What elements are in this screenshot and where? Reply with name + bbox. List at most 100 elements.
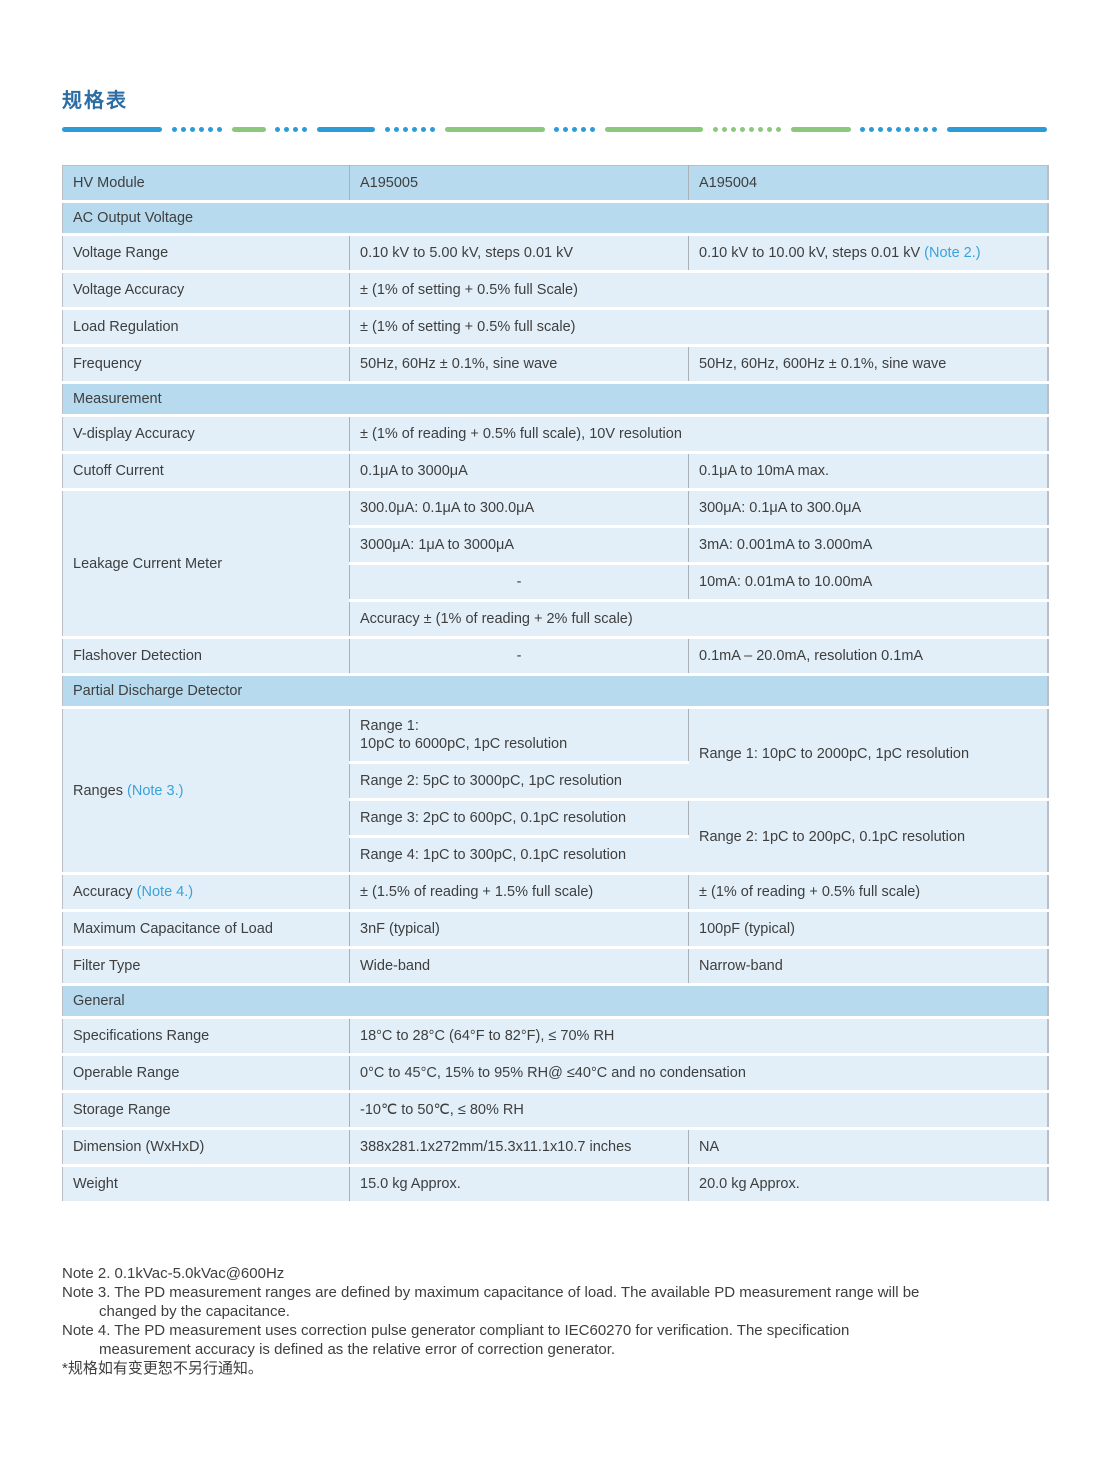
table-row: Range 2: 5pC to 3000pC, 1pC resolution: [63, 762, 1048, 801]
cell-value: 15.0 kg Approx.: [349, 1165, 689, 1204]
divider-dash: [62, 126, 162, 132]
row-label: Voltage Accuracy: [62, 271, 350, 310]
row-label: Specifications Range: [62, 1017, 350, 1056]
note-line: measurement accuracy is defined as the r…: [99, 1341, 616, 1358]
table-row: Range 4: 1pC to 300pC, 0.1pC resolution: [63, 836, 1048, 875]
section-row: Measurement: [62, 382, 1048, 417]
cell-value: Accuracy ± (1% of reading + 2% full scal…: [349, 600, 1048, 639]
cell-value: 50Hz, 60Hz ± 0.1%, sine wave: [349, 345, 689, 384]
note-line: Note 3. The PD measurement ranges are de…: [62, 1284, 920, 1301]
section-row: Partial Discharge Detector: [62, 674, 1048, 709]
cell-value: 0.1mA – 20.0mA, resolution 0.1mA: [688, 637, 1048, 676]
table-row: Operable Range 0°C to 45°C, 15% to 95% RH…: [62, 1054, 1048, 1093]
divider-dots: [554, 126, 596, 132]
cell-value: 18°C to 28°C (64°F to 82°F), ≤ 70% RH: [349, 1017, 1048, 1056]
cell-value: 3000μA: 1μA to 3000μA: [349, 526, 689, 565]
note-link[interactable]: (Note 2.): [924, 245, 981, 261]
row-label: Ranges (Note 3.): [62, 707, 350, 875]
cell-value: ± (1% of setting + 0.5% full scale): [349, 308, 1048, 347]
note-item: Note 4. The PD measurement uses correcti…: [62, 1321, 962, 1359]
table-row: Load Regulation ± (1% of setting + 0.5% f…: [62, 308, 1048, 347]
cell-value: -: [349, 563, 689, 602]
row-label: Dimension (WxHxD): [62, 1128, 350, 1167]
spec-table: HV Module A195005 A195004 AC Output Voltage…: [62, 165, 1049, 1204]
note-line: Note 2. 0.1kVac-5.0kVac@600Hz: [62, 1265, 285, 1282]
page-title: 规格表: [62, 90, 128, 112]
table-row: 3000μA: 1μA to 3000μA 3mA: 0.001mA to 3.0…: [63, 526, 1048, 565]
cell-value: 300.0μA: 0.1μA to 300.0μA: [349, 489, 689, 528]
divider-dots: [712, 126, 781, 132]
cell-value: ± (1% of reading + 0.5% full scale), 10V…: [349, 415, 1048, 454]
divider-dash: [231, 126, 266, 132]
table-row: Range 3: 2pC to 600pC, 0.1pC resolution R…: [63, 799, 1048, 875]
row-label: Frequency: [62, 345, 350, 384]
cell-value: Wide-band: [349, 947, 689, 986]
cell-value: 0°C to 45°C, 15% to 95% RH@ ≤40°C and no…: [349, 1054, 1048, 1093]
cell-value: NA: [688, 1128, 1048, 1167]
cell-value: ± (1% of setting + 0.5% full Scale): [349, 271, 1048, 310]
section-header: AC Output Voltage: [62, 201, 1048, 236]
note-link[interactable]: (Note 3.): [127, 782, 184, 799]
cell-value: Range 2: 1pC to 200pC, 0.1pC resolution: [688, 799, 1048, 875]
table-row: Specifications Range 18°C to 28°C (64°F t…: [62, 1017, 1048, 1056]
row-label: Accuracy (Note 4.): [62, 873, 350, 912]
row-label: Storage Range: [62, 1091, 350, 1130]
divider-dash: [790, 126, 851, 132]
cell-value: Range 4: 1pC to 300pC, 0.1pC resolution: [349, 836, 689, 875]
row-label: Flashover Detection: [62, 637, 350, 676]
column-header: HV Module: [62, 165, 350, 203]
table-row: Voltage Accuracy ± (1% of setting + 0.5% …: [62, 271, 1048, 310]
row-label: Maximum Capacitance of Load: [62, 910, 350, 949]
row-label: Operable Range: [62, 1054, 350, 1093]
row-label: Leakage Current Meter: [62, 489, 350, 639]
spec-table-body: HV Module A195005 A195004 AC Output Voltage…: [62, 165, 1048, 1204]
note-item: Note 2. 0.1kVac-5.0kVac@600Hz: [62, 1264, 962, 1283]
note-link[interactable]: (Note 4.): [136, 884, 194, 900]
cell-value: -10℃ to 50℃, ≤ 80% RH: [349, 1091, 1048, 1130]
cell-value: 0.10 kV to 5.00 kV, steps 0.01 kV: [349, 234, 689, 273]
cell-value: 20.0 kg Approx.: [688, 1165, 1048, 1204]
column-header: A195005: [349, 165, 689, 203]
note-line: Note 4. The PD measurement uses correcti…: [62, 1322, 850, 1339]
note-line: *规格如有变更恕不另行通知。: [62, 1360, 263, 1377]
cell-value: Range 1: 10pC to 6000pC, 1pC resolution: [349, 707, 689, 764]
notes-section: Note 2. 0.1kVac-5.0kVac@600Hz Note 3. The…: [62, 1264, 962, 1378]
cell-value: ± (1.5% of reading + 1.5% full scale): [349, 873, 689, 912]
spec-sheet-page: 规格表 HV Module A195005 A195004 AC Output Vol…: [62, 90, 1049, 1378]
cell-value: 0.1μA to 3000μA: [349, 452, 689, 491]
divider-dots: [384, 126, 435, 132]
decorative-divider: [62, 126, 1047, 132]
cell-value: 100pF (typical): [688, 910, 1048, 949]
cell-value: 0.1μA to 10mA max.: [688, 452, 1048, 491]
section-header: Measurement: [62, 382, 1048, 417]
divider-dash: [605, 126, 703, 132]
table-row: Dimension (WxHxD) 388x281.1x272mm/15.3x11…: [62, 1128, 1048, 1167]
note-item: Note 3. The PD measurement ranges are de…: [62, 1283, 962, 1321]
cell-value: 10mA: 0.01mA to 10.00mA: [688, 563, 1048, 602]
cell-value: -: [349, 637, 689, 676]
divider-dots: [860, 126, 938, 132]
table-row: -10mA: 0.01mA to 10.00mA: [63, 563, 1048, 602]
cell-value: ± (1% of reading + 0.5% full scale): [688, 873, 1048, 912]
cell-value: 0.10 kV to 10.00 kV, steps 0.01 kV (Note…: [688, 234, 1048, 273]
table-row: Filter Type Wide-band Narrow-band: [62, 947, 1048, 986]
table-row: V-display Accuracy ± (1% of reading + 0.5…: [62, 415, 1048, 454]
row-label: Load Regulation: [62, 308, 350, 347]
section-row: General: [62, 984, 1048, 1019]
cell-value: 388x281.1x272mm/15.3x11.1x10.7 inches: [349, 1128, 689, 1167]
divider-dash: [444, 126, 545, 132]
table-row: HV Module A195005 A195004: [62, 165, 1048, 203]
cell-value: 50Hz, 60Hz, 600Hz ± 0.1%, sine wave: [688, 345, 1048, 384]
row-label: Voltage Range: [62, 234, 350, 273]
table-row: Accuracy ± (1% of reading + 2% full scal…: [63, 600, 1048, 639]
cell-value: Narrow-band: [688, 947, 1048, 986]
table-row: Ranges (Note 3.) Range 1: 10pC to 6000pC, …: [62, 707, 1048, 875]
divider-dots: [171, 126, 222, 132]
note-item: *规格如有变更恕不另行通知。: [62, 1359, 962, 1378]
row-label: Filter Type: [62, 947, 350, 986]
table-row: Frequency 50Hz, 60Hz ± 0.1%, sine wave 50H…: [62, 345, 1048, 384]
table-row: Cutoff Current 0.1μA to 3000μA 0.1μA to 10…: [62, 452, 1048, 491]
table-row: Flashover Detection -0.1mA – 20.0mA, reso…: [62, 637, 1048, 676]
table-row: Weight 15.0 kg Approx. 20.0 kg Approx.: [62, 1165, 1048, 1204]
section-header: General: [62, 984, 1048, 1019]
